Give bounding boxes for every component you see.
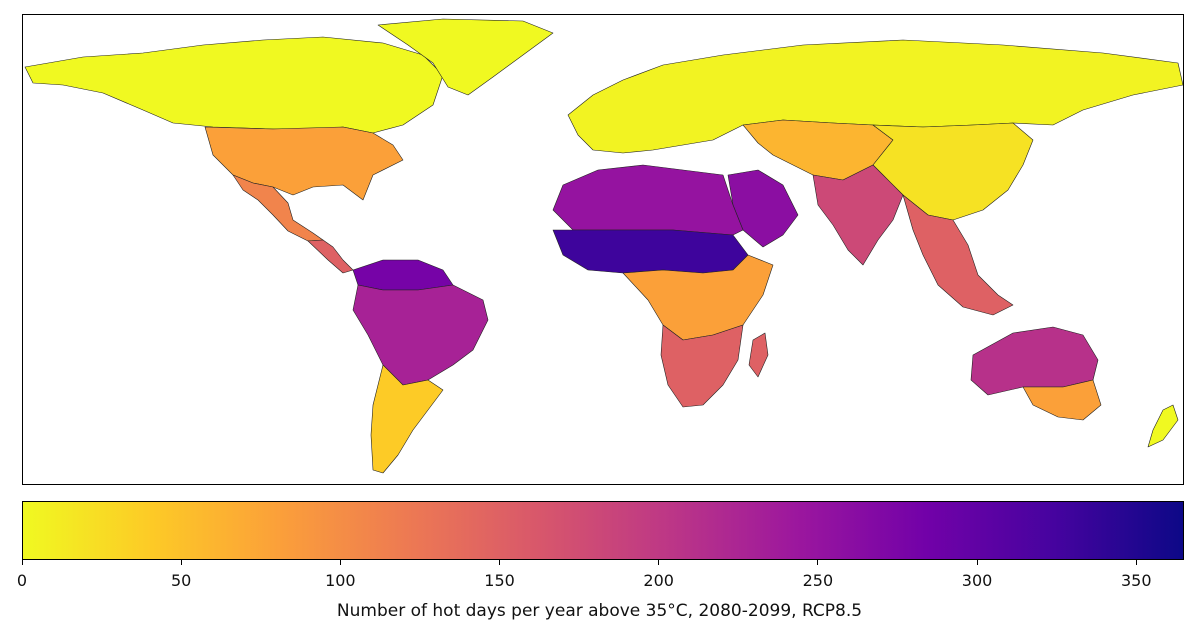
colorbar-tick [21, 559, 23, 565]
colorbar-tick-label: 50 [170, 571, 192, 590]
region-brazil [352, 284, 489, 386]
colorbar-tick-label: 200 [643, 571, 674, 590]
region-central-america [307, 239, 354, 274]
colorbar-tick-label: 300 [961, 571, 993, 590]
colorbar-tick [817, 559, 819, 565]
colorbar-tick-label: 350 [1120, 571, 1152, 590]
region-new-zealand [1147, 404, 1179, 448]
colorbar-tick [180, 559, 182, 565]
region-europe-russia [567, 39, 1183, 154]
colorbar-tick [976, 559, 978, 565]
map-canvas [24, 18, 1183, 474]
region-canada [24, 36, 444, 134]
world-map [22, 14, 1184, 485]
region-australia-south [1022, 379, 1102, 421]
colorbar-tick-label: 250 [802, 571, 834, 590]
colorbar-tick-label: 0 [16, 571, 28, 590]
region-sahel [552, 229, 749, 274]
colorbar-tick [658, 559, 660, 565]
colorbar-tick [339, 559, 341, 565]
region-greenland [377, 18, 554, 96]
region-southeast-asia [902, 194, 1014, 316]
region-south-america-north [352, 259, 454, 291]
colorbar-tick [499, 559, 501, 565]
colorbar-tick-label: 150 [484, 571, 515, 590]
region-arabia [727, 169, 799, 248]
colorbar-label: Number of hot days per year above 35°C, … [336, 601, 863, 621]
colorbar [22, 501, 1184, 560]
region-south-america-south [370, 364, 444, 474]
region-usa-south [204, 126, 404, 201]
colorbar-tick [1135, 559, 1137, 565]
region-madagascar [748, 332, 769, 378]
region-india [812, 164, 904, 266]
region-southern-africa [660, 324, 744, 408]
region-sahara [552, 164, 744, 236]
colorbar-tick-label: 100 [325, 571, 356, 590]
